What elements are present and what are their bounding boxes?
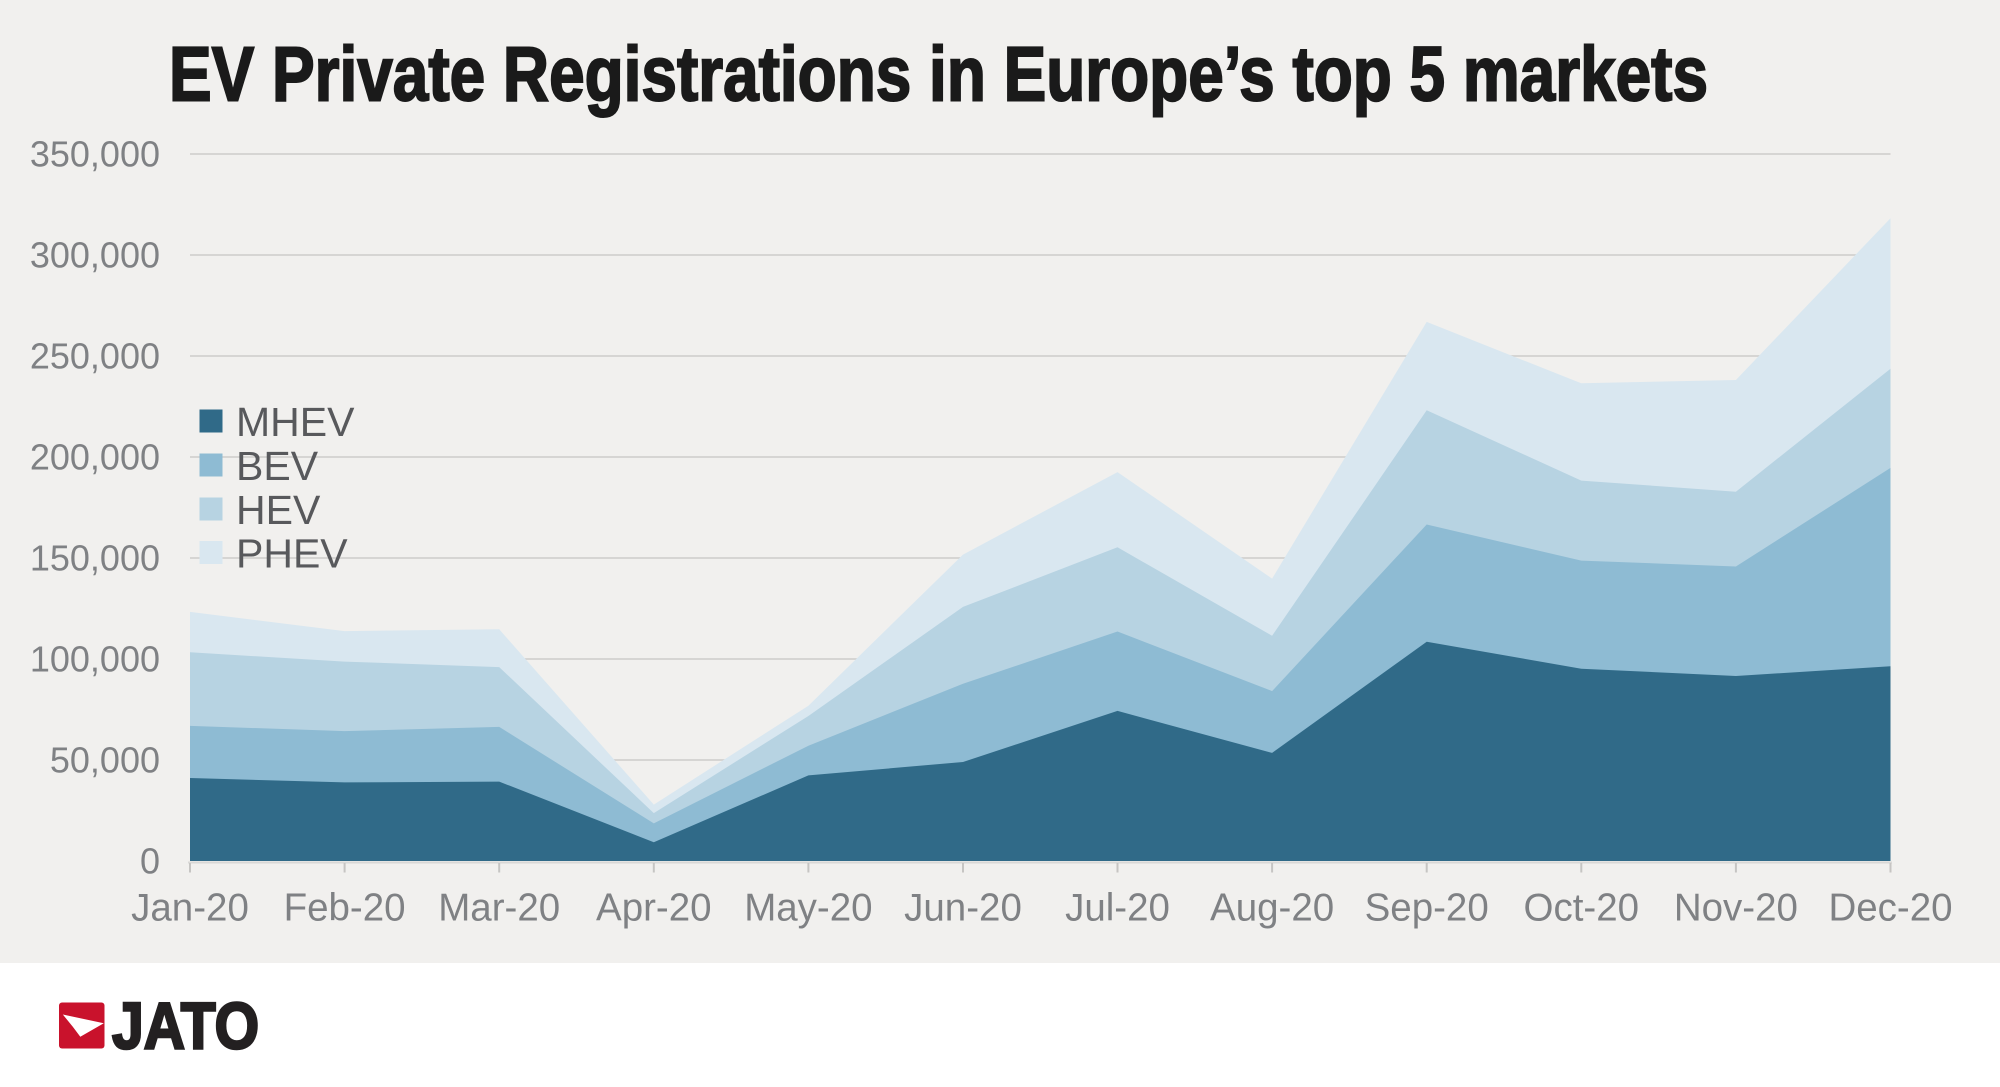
svg-text:EV Private Registrations in Eu: EV Private Registrations in Europe’s top…	[169, 32, 1708, 118]
svg-text:JATO: JATO	[112, 989, 259, 1063]
svg-text:MHEV: MHEV	[236, 399, 355, 445]
svg-text:50,000: 50,000	[50, 740, 160, 781]
svg-text:Oct-20: Oct-20	[1524, 887, 1640, 930]
svg-text:BEV: BEV	[236, 443, 319, 489]
svg-text:0: 0	[140, 841, 160, 882]
svg-text:200,000: 200,000	[30, 437, 160, 478]
svg-text:Dec-20: Dec-20	[1828, 887, 1952, 930]
svg-text:350,000: 350,000	[30, 134, 160, 175]
svg-text:100,000: 100,000	[30, 639, 160, 680]
svg-text:300,000: 300,000	[30, 235, 160, 276]
svg-text:Jun-20: Jun-20	[904, 887, 1022, 930]
svg-text:Sep-20: Sep-20	[1365, 887, 1489, 930]
svg-text:Jul-20: Jul-20	[1065, 887, 1170, 930]
svg-text:PHEV: PHEV	[236, 531, 348, 577]
svg-text:HEV: HEV	[236, 487, 321, 533]
svg-text:May-20: May-20	[744, 887, 872, 930]
svg-text:150,000: 150,000	[30, 538, 160, 579]
svg-text:Jan-20: Jan-20	[131, 887, 249, 930]
svg-text:Nov-20: Nov-20	[1674, 887, 1798, 930]
svg-text:Aug-20: Aug-20	[1210, 887, 1334, 930]
svg-text:250,000: 250,000	[30, 336, 160, 377]
svg-text:Mar-20: Mar-20	[438, 887, 560, 930]
svg-text:Feb-20: Feb-20	[284, 887, 406, 930]
svg-text:Apr-20: Apr-20	[596, 887, 712, 930]
